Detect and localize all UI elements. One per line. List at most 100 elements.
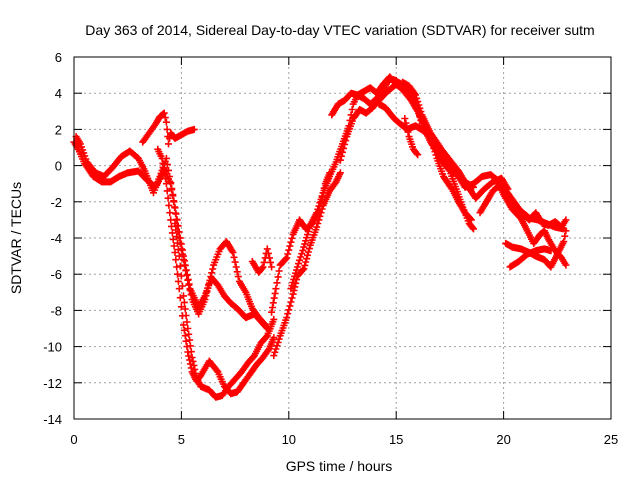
data-point — [180, 256, 187, 264]
data-point — [283, 254, 291, 262]
data-point — [431, 148, 439, 156]
data-point — [299, 266, 307, 274]
data-point — [272, 345, 280, 353]
data-point — [264, 346, 272, 354]
data-point — [340, 144, 348, 152]
data-point — [180, 292, 187, 300]
data-point — [165, 201, 173, 209]
data-point — [209, 265, 217, 273]
series-arc-5 — [171, 220, 278, 401]
data-point — [174, 239, 181, 247]
data-point — [162, 175, 169, 183]
data-point — [413, 94, 421, 102]
data-point — [274, 338, 282, 346]
data-point — [287, 298, 295, 306]
data-point — [161, 114, 169, 122]
data-point — [263, 245, 271, 253]
data-point — [174, 277, 182, 285]
data-point — [297, 253, 305, 261]
data-point — [304, 251, 311, 259]
data-point — [234, 273, 242, 281]
data-point — [161, 170, 169, 178]
data-point — [268, 308, 276, 316]
data-point — [274, 273, 282, 281]
data-point — [430, 144, 438, 152]
data-point — [288, 294, 296, 302]
data-series — [70, 73, 570, 401]
plot-frame — [73, 56, 612, 420]
data-point — [318, 192, 326, 200]
data-point — [348, 106, 356, 113]
data-point — [315, 216, 323, 224]
data-point — [166, 173, 174, 180]
series-arc-14 — [401, 115, 422, 159]
data-point — [288, 234, 296, 242]
data-point — [270, 334, 278, 342]
data-point — [203, 288, 211, 296]
data-point — [179, 282, 186, 290]
data-point — [293, 263, 301, 271]
data-point — [298, 250, 306, 258]
y-tick-label: 0 — [55, 159, 62, 174]
data-point — [174, 270, 181, 278]
data-point — [189, 357, 197, 365]
data-point — [301, 261, 309, 269]
data-point — [285, 246, 293, 254]
data-point — [295, 260, 302, 268]
data-point — [269, 299, 277, 307]
data-point — [300, 265, 308, 273]
data-point — [165, 140, 172, 148]
series-arc-3 — [139, 109, 198, 148]
data-point — [316, 199, 324, 207]
data-point — [213, 367, 221, 375]
data-point — [191, 365, 199, 373]
y-tick-labels: -14 -12 -10 -8 -6 -4 -2 0 2 4 6 — [43, 50, 62, 427]
data-point — [201, 296, 209, 303]
data-point — [304, 248, 312, 256]
data-point — [275, 335, 283, 343]
data-point — [267, 258, 274, 266]
x-tick-labels: 0 5 10 15 20 25 — [70, 432, 618, 447]
data-point — [175, 252, 183, 260]
data-point — [182, 312, 190, 319]
data-point — [173, 233, 181, 241]
data-point — [163, 187, 171, 195]
series-arc-2 — [72, 133, 269, 329]
data-point — [163, 160, 171, 168]
data-point — [259, 263, 267, 271]
data-point — [273, 279, 281, 287]
series-arc-6 — [248, 245, 276, 276]
data-point — [467, 215, 474, 223]
data-point — [163, 125, 171, 133]
chart-title: Day 363 of 2014, Sidereal Day-to-day VTE… — [85, 22, 594, 38]
y-tick-label: 2 — [55, 122, 62, 137]
data-point — [184, 325, 192, 332]
data-point — [233, 268, 241, 276]
data-point — [172, 256, 180, 264]
data-point — [174, 246, 182, 254]
data-point — [186, 342, 194, 350]
data-point — [286, 302, 294, 310]
data-point — [160, 109, 168, 117]
data-point — [159, 159, 167, 167]
data-point — [284, 310, 292, 318]
y-tick-label: -4 — [50, 231, 62, 246]
data-point — [273, 342, 281, 350]
data-point — [232, 263, 240, 271]
y-tick-label: 4 — [55, 86, 62, 101]
data-point — [206, 276, 214, 284]
data-point — [187, 291, 195, 299]
data-point — [270, 294, 278, 302]
data-point — [205, 280, 213, 288]
data-point — [305, 245, 313, 253]
data-point — [268, 263, 276, 271]
data-point — [188, 354, 196, 361]
data-point — [413, 149, 421, 157]
data-point — [403, 124, 411, 132]
data-point — [411, 90, 419, 98]
data-point — [270, 315, 278, 323]
data-point — [402, 119, 410, 127]
x-tick-label: 15 — [389, 432, 403, 447]
y-tick-label: -10 — [43, 340, 62, 355]
